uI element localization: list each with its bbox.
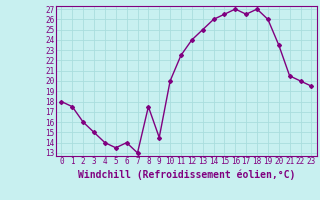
- X-axis label: Windchill (Refroidissement éolien,°C): Windchill (Refroidissement éolien,°C): [78, 169, 295, 180]
